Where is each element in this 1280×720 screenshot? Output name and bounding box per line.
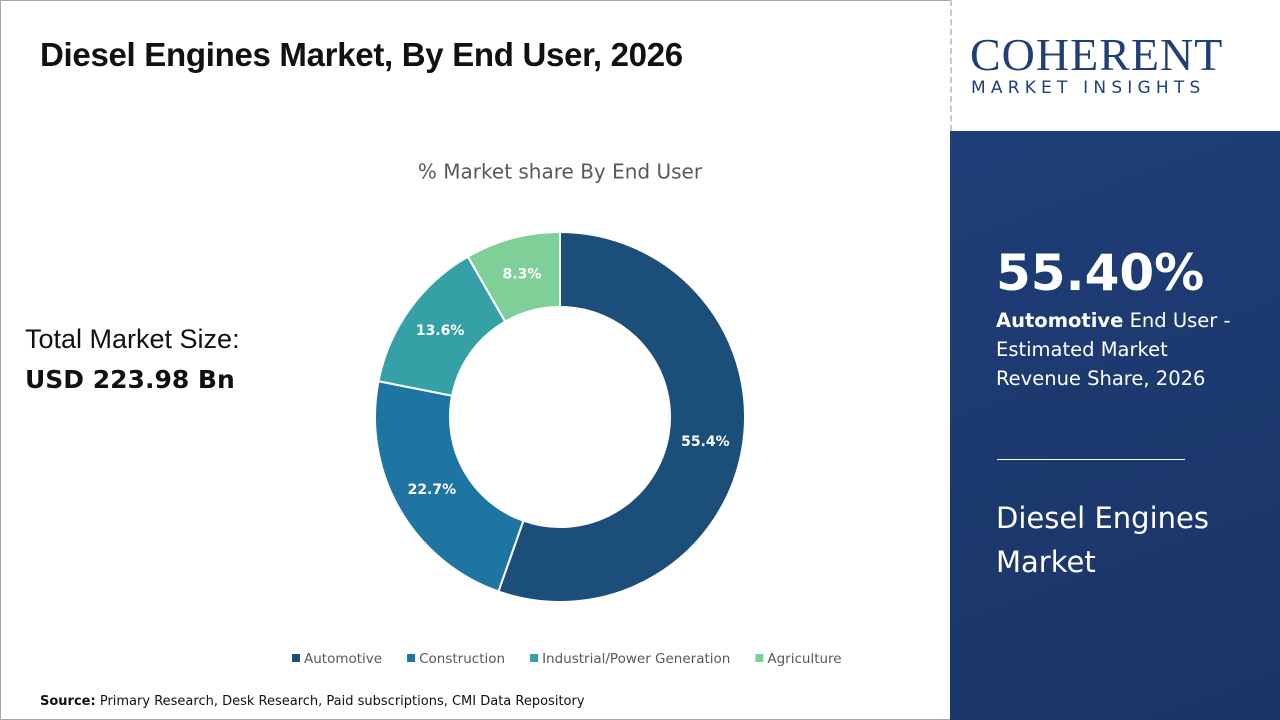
highlight-description: Automotive End User - Estimated Market R… [996, 306, 1246, 393]
donut-segment [374, 380, 525, 593]
data-label: 8.3% [503, 266, 542, 282]
market-size-value: USD 223.98 Bn [25, 365, 235, 394]
sidebar [950, 131, 1280, 720]
legend-swatch [530, 654, 539, 662]
logo-name: COHERENT [970, 29, 1224, 80]
highlight-text: End User - Estimated Market Revenue Shar… [996, 309, 1231, 390]
legend-label: Industrial/Power Generation [542, 651, 730, 667]
chart: % Market share By End User 55.4% 22.7% 13.… [292, 160, 842, 667]
highlight-market: Diesel Engines Market [996, 501, 1209, 579]
legend-swatch [292, 654, 300, 662]
highlight-share: 55.40% [996, 244, 1205, 302]
logo-tagline: MARKET INSIGHTS [971, 78, 1206, 98]
source-label: Source: [40, 694, 96, 709]
market-size-label: Total Market Size: [25, 324, 240, 354]
legend-swatch [407, 654, 416, 662]
legend-label: Construction [419, 651, 505, 667]
legend-swatch [755, 654, 764, 662]
chart-title: Diesel Engines Market, By End User, 2026 [40, 36, 683, 73]
data-label: 55.4% [681, 434, 730, 450]
legend-label: Agriculture [767, 651, 841, 667]
source-text: Primary Research, Desk Research, Paid su… [99, 694, 585, 709]
divider [997, 459, 1185, 460]
legend-label: Automotive [304, 651, 382, 667]
highlight-segment: Automotive [996, 309, 1124, 332]
data-label: 22.7% [408, 482, 457, 498]
donut-segment [497, 230, 746, 603]
donut-segment [466, 230, 561, 323]
chart-subtitle: % Market share By End User [418, 160, 703, 184]
source: Source: Primary Research, Desk Research,… [40, 694, 585, 709]
data-label: 13.6% [416, 323, 465, 339]
logo-area [950, 0, 1280, 131]
